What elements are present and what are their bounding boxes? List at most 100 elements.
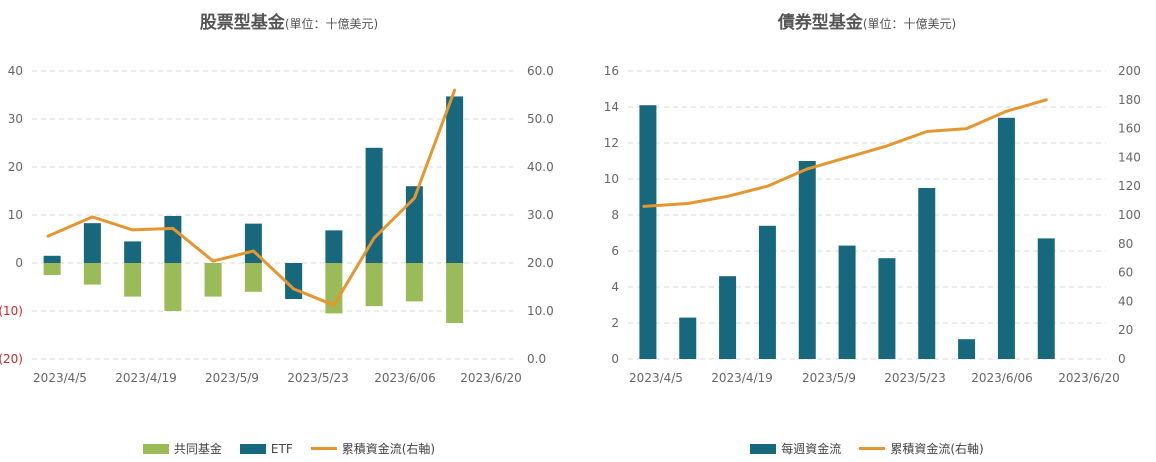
legend-item-bond-cumulative: 累積資金流(右軸) — [859, 440, 984, 457]
y-right-tick-label: 140 — [1118, 150, 1141, 164]
y-left-tick-label: (10) — [0, 304, 23, 318]
y-right-tick-label: 20.0 — [527, 256, 554, 270]
y-right-tick-label: 180 — [1118, 93, 1141, 107]
y-left-tick-label: 12 — [604, 136, 619, 150]
bar-weekly-flow — [918, 188, 936, 359]
bar-weekly-flow — [838, 245, 856, 359]
equity-chart-svg: 40 30 20 10 0 (10) (20) 60.0 50.0 40.0 30.0 20.0 10.… — [0, 64, 554, 385]
legend-label-bond-cumulative: 累積資金流(右軸) — [890, 442, 984, 456]
y-right-tick-label: 160 — [1118, 122, 1141, 136]
bar-mutual-fund — [405, 263, 423, 302]
x-tick-label: 2023/4/5 — [33, 371, 87, 385]
bar-weekly-flow — [958, 339, 976, 359]
x-tick-label: 2023/5/23 — [287, 371, 349, 385]
y-left-tick-label: 0 — [611, 352, 619, 366]
y-left-tick-label: 16 — [604, 64, 619, 78]
equity-chart-title-unit: (單位：十億美元) — [284, 17, 379, 31]
bar-mutual-fund — [124, 263, 142, 297]
x-tick-label: 2023/4/19 — [711, 371, 773, 385]
y-right-tick-label: 10.0 — [527, 304, 554, 318]
bar-etf — [325, 230, 343, 263]
legend-swatch-mutual-fund — [142, 443, 169, 454]
bar-weekly-flow — [758, 225, 776, 359]
x-tick-label: 2023/6/06 — [971, 371, 1033, 385]
equity-chart-title-text: 股票型基金 — [199, 13, 285, 33]
bar-etf — [164, 215, 182, 263]
cumulative-flow-line — [642, 98, 1048, 208]
bar-mutual-fund — [164, 263, 182, 311]
y-left-tick-label: 14 — [604, 100, 619, 114]
bar-etf — [285, 263, 303, 299]
legend-item-weekly-flow: 每週資金流 — [750, 440, 841, 457]
legend-swatch-weekly-flow — [750, 443, 777, 454]
x-tick-label: 2023/5/9 — [802, 371, 856, 385]
x-tick-label: 2023/6/06 — [374, 371, 436, 385]
equity-fund-chart-panel: 股票型基金(單位：十億美元) 40 30 20 10 0 (10) (20) 60.0 50.0… — [0, 8, 578, 457]
legend-label-mutual-fund: 共同基金 — [173, 442, 222, 456]
bar-etf — [124, 241, 142, 263]
bar-weekly-flow — [639, 105, 657, 359]
bar-weekly-flow — [719, 276, 737, 359]
x-tick-label: 2023/5/9 — [205, 371, 259, 385]
y-right-tick-label: 60.0 — [527, 64, 554, 78]
cumulative-flow-line — [46, 88, 457, 307]
x-tick-label: 2023/5/23 — [884, 371, 946, 385]
y-left-tick-label: 20 — [8, 160, 23, 174]
bar-weekly-flow — [679, 317, 697, 359]
y-left-tick-label: 0 — [15, 256, 23, 270]
bar-weekly-flow — [1037, 238, 1055, 359]
y-left-tick-label: 6 — [611, 244, 619, 258]
y-left-tick-label: 4 — [611, 280, 619, 294]
equity-chart-title: 股票型基金(單位：十億美元) — [0, 8, 578, 33]
legend-label-equity-cumulative: 累積資金流(右軸) — [341, 442, 436, 456]
y-right-tick-label: 20 — [1118, 323, 1133, 337]
y-right-tick-label: 0.0 — [527, 352, 546, 366]
bond-fund-chart-panel: 債券型基金(單位：十億美元) 16 14 12 10 8 6 4 2 0 200 180 160 140… — [578, 0, 1156, 462]
bar-etf — [43, 255, 61, 263]
legend-swatch-equity-cumulative — [310, 447, 337, 450]
x-tick-label: 2023/4/19 — [115, 371, 177, 385]
legend-item-etf: ETF — [239, 441, 293, 456]
y-right-tick-label: 200 — [1118, 64, 1141, 78]
bar-weekly-flow — [878, 258, 896, 359]
y-left-tick-label: 10 — [604, 172, 619, 186]
bar-etf — [405, 186, 423, 263]
y-right-tick-label: 60 — [1118, 266, 1133, 280]
y-left-tick-label: 30 — [8, 112, 23, 126]
bar-weekly-flow — [997, 117, 1015, 359]
y-right-tick-label: 120 — [1118, 179, 1141, 193]
y-right-tick-label: 30.0 — [527, 208, 554, 222]
y-right-tick-label: 50.0 — [527, 112, 554, 126]
x-tick-label: 2023/4/5 — [629, 371, 683, 385]
bond-chart-title-text: 債券型基金 — [777, 13, 863, 33]
bar-etf — [83, 223, 101, 263]
equity-chart-legend: 共同基金 ETF 累積資金流(右軸) — [0, 440, 578, 457]
legend-label-weekly-flow: 每週資金流 — [781, 442, 842, 456]
y-right-tick-label: 80 — [1118, 237, 1133, 251]
y-right-tick-label: 100 — [1118, 208, 1141, 222]
legend-swatch-etf — [239, 443, 266, 454]
bar-mutual-fund — [83, 263, 101, 285]
y-left-tick-label: 8 — [611, 208, 619, 222]
bar-mutual-fund — [365, 263, 383, 307]
legend-label-etf: ETF — [270, 441, 293, 456]
bond-chart-title: 債券型基金(單位：十億美元) — [578, 8, 1156, 33]
bar-mutual-fund — [446, 263, 464, 323]
bar-mutual-fund — [244, 263, 262, 292]
bar-mutual-fund — [204, 263, 222, 297]
y-left-tick-label: (20) — [0, 352, 23, 366]
legend-item-equity-cumulative: 累積資金流(右軸) — [310, 440, 436, 457]
legend-swatch-bond-cumulative — [859, 447, 886, 450]
y-left-tick-label: 10 — [8, 208, 23, 222]
bar-weekly-flow — [798, 161, 816, 359]
y-right-tick-label: 40.0 — [527, 160, 554, 174]
y-left-tick-label: 40 — [8, 64, 23, 78]
bar-mutual-fund — [43, 263, 61, 275]
x-tick-label: 2023/6/20 — [460, 371, 522, 385]
y-right-tick-label: 40 — [1118, 294, 1133, 308]
y-left-tick-label: 2 — [611, 316, 619, 330]
bond-chart-legend: 每週資金流 累積資金流(右軸) — [578, 440, 1156, 457]
y-right-tick-label: 0 — [1118, 352, 1126, 366]
x-tick-label: 2023/6/20 — [1058, 371, 1120, 385]
bond-chart-title-unit: (單位：十億美元) — [862, 17, 957, 31]
